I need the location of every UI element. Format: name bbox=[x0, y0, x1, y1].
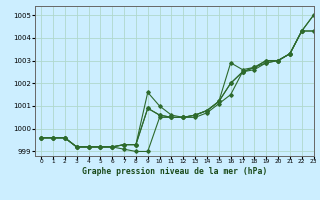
X-axis label: Graphe pression niveau de la mer (hPa): Graphe pression niveau de la mer (hPa) bbox=[82, 167, 267, 176]
